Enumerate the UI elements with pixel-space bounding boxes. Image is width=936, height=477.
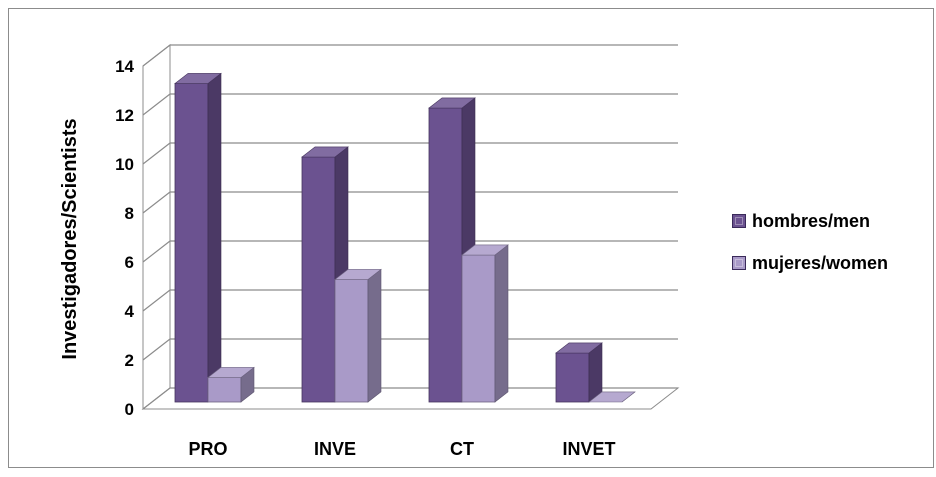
- x-category-label: PRO: [188, 439, 227, 459]
- bar-men-invet: [555, 342, 603, 403]
- legend-swatch-men: [732, 214, 746, 228]
- bar-side: [494, 244, 509, 403]
- bar-front: [461, 254, 496, 403]
- bar-women-invet: [588, 391, 636, 403]
- legend-label-women: mujeres/women: [752, 252, 889, 273]
- y-tick-label: 4: [125, 302, 135, 321]
- gridlines: [142, 44, 678, 410]
- bar-top: [174, 73, 222, 84]
- y-tick-label: 14: [115, 57, 134, 76]
- bars: [174, 72, 636, 403]
- bar-top: [461, 244, 509, 256]
- legend: hombres/men mujeres/women: [732, 208, 888, 292]
- bar-side: [367, 268, 382, 403]
- bar-front: [334, 279, 369, 403]
- gridline: [142, 191, 678, 214]
- y-axis-ticks: 0 2 4 6 8 10 12 14: [115, 57, 134, 419]
- legend-item-men: hombres/men: [732, 208, 888, 234]
- bar-women-ct: [461, 244, 509, 403]
- bar-top: [334, 269, 382, 280]
- gridline: [142, 93, 678, 116]
- bar-men-pro: [174, 72, 222, 403]
- y-tick-label: 8: [125, 204, 134, 223]
- bar-front: [555, 352, 590, 403]
- y-tick-label: 2: [125, 351, 134, 370]
- y-tick-label: 10: [115, 155, 134, 174]
- side-wall: [142, 43, 171, 411]
- x-category-label: INVE: [314, 439, 356, 459]
- x-category-label: CT: [450, 439, 474, 459]
- bar-top: [428, 97, 476, 109]
- bar-women-inve: [334, 268, 382, 403]
- x-category-label: INVET: [562, 439, 615, 459]
- y-tick-label: 6: [125, 253, 134, 272]
- y-tick-label: 0: [125, 400, 134, 419]
- x-axis-categories: PRO INVE CT INVET: [188, 439, 615, 459]
- bar-top: [301, 146, 349, 158]
- bar-top: [207, 367, 255, 378]
- legend-label-men: hombres/men: [752, 210, 871, 231]
- legend-swatch-women: [732, 256, 746, 270]
- y-tick-label: 12: [115, 106, 134, 125]
- gridline: [142, 142, 678, 165]
- bar-front: [428, 107, 463, 403]
- legend-item-women: mujeres/women: [732, 250, 888, 276]
- bar-women-pro: [207, 366, 255, 403]
- bar-front: [174, 83, 209, 403]
- bar-top: [588, 391, 636, 403]
- gridline: [142, 387, 678, 410]
- y-axis-label: Investigadores/Scientists: [59, 118, 81, 359]
- bar-top: [555, 342, 603, 354]
- bar-front: [301, 156, 336, 403]
- bar-side: [207, 72, 222, 403]
- bar-front: [207, 377, 242, 403]
- gridline: [142, 289, 678, 312]
- gridline: [142, 44, 678, 67]
- gridline: [142, 338, 678, 361]
- gridline: [142, 240, 678, 263]
